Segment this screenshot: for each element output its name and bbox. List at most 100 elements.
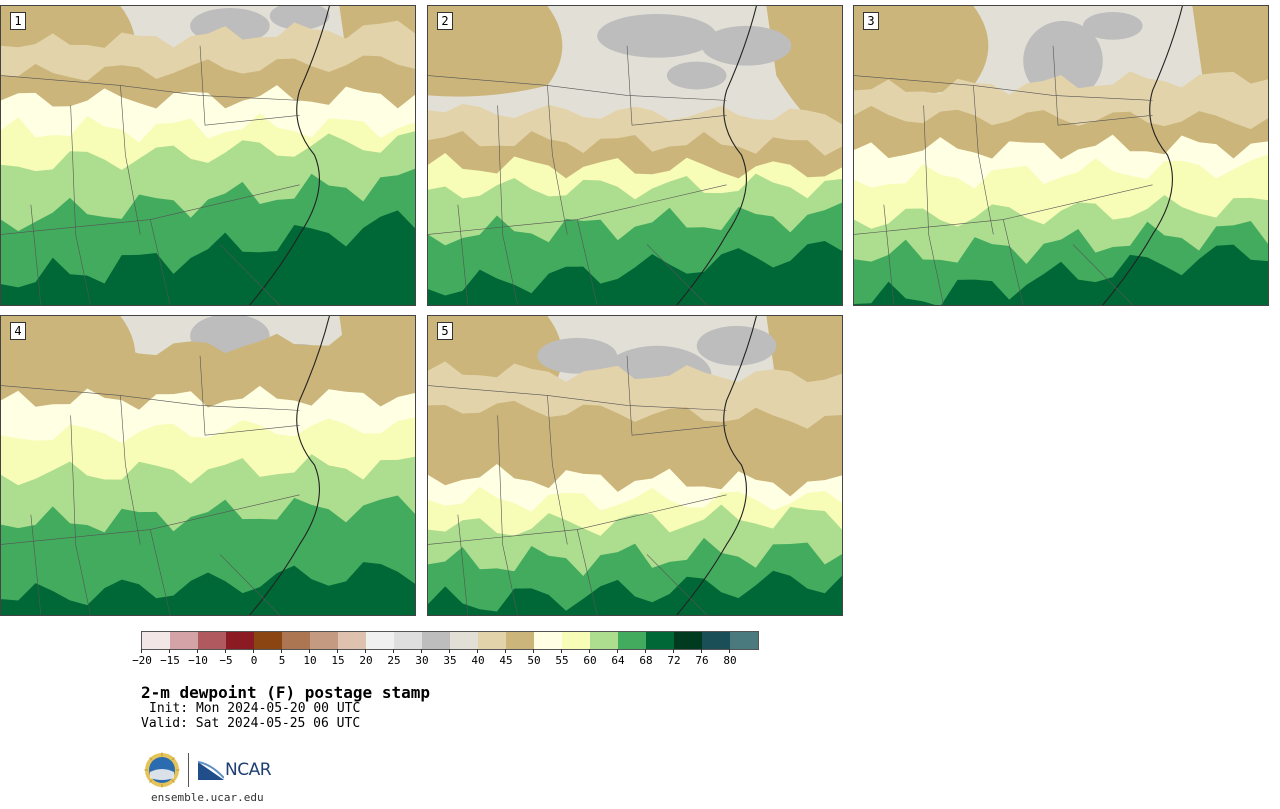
dewpoint-field [428, 570, 842, 615]
dewpoint-field [597, 13, 717, 58]
dewpoint-map-1 [1, 6, 415, 305]
panel-number-1: 1 [10, 12, 26, 30]
state-boundary [457, 204, 469, 305]
colorbar-swatch [366, 632, 394, 649]
colorbar-swatch [618, 632, 646, 649]
state-boundary [626, 45, 727, 126]
colorbar-tick-label: 80 [723, 654, 737, 667]
colorbar-swatch [142, 632, 170, 649]
colorbar-tick-label: −20 [132, 654, 152, 667]
colorbar-tick-label: 35 [443, 654, 457, 667]
state-boundary [120, 85, 141, 235]
colorbar-swatch [562, 632, 590, 649]
state-boundary [1002, 219, 1024, 305]
colorbar-tick [449, 649, 450, 653]
colorbar-tick [141, 649, 142, 653]
colorbar-swatch [422, 632, 450, 649]
colorbar-swatch [646, 632, 674, 649]
colorbar-swatch [534, 632, 562, 649]
colorbar-swatch [506, 632, 534, 649]
map-panel-4: 4 [0, 315, 416, 616]
colorbar-swatch [702, 632, 730, 649]
colorbar-tick [309, 649, 310, 653]
colorbar-tick-label: 68 [639, 654, 653, 667]
state-boundary [1, 385, 300, 411]
colorbar-tick [533, 649, 534, 653]
state-boundary [149, 219, 171, 305]
state-boundary [120, 395, 141, 545]
dewpoint-map-3 [854, 6, 1268, 305]
coastline [676, 6, 757, 305]
state-boundary [1, 75, 300, 101]
colorbar-tick [281, 649, 282, 653]
state-boundary [646, 554, 707, 615]
state-boundary [1, 494, 300, 545]
map-panel-5: 5 [427, 315, 843, 616]
map-panel-3: 3 [853, 5, 1269, 306]
state-boundary [547, 85, 568, 235]
colorbar-swatch [730, 632, 758, 649]
state-boundary [497, 415, 518, 615]
state-boundary [626, 355, 727, 436]
state-boundary [30, 204, 42, 305]
colorbar-swatch [198, 632, 226, 649]
colorbar-tick [701, 649, 702, 653]
state-boundary [149, 529, 171, 615]
dewpoint-field [428, 6, 563, 97]
colorbar-swatch [170, 632, 198, 649]
colorbar-tick-label: 15 [331, 654, 345, 667]
dewpoint-field [269, 6, 330, 30]
colorbar-tick [337, 649, 338, 653]
map-panel-1: 1 [0, 5, 416, 306]
colorbar-tick [421, 649, 422, 653]
state-boundary [428, 75, 727, 101]
state-boundary [219, 244, 280, 305]
dewpoint-map-4 [1, 316, 415, 615]
dewpoint-map-2 [428, 6, 842, 305]
state-boundary [428, 494, 727, 545]
colorbar-tick [645, 649, 646, 653]
colorbar-swatch [674, 632, 702, 649]
panel-number-5: 5 [437, 322, 453, 340]
colorbar [141, 631, 759, 650]
colorbar-tick [673, 649, 674, 653]
state-boundary [199, 45, 300, 126]
state-boundary [70, 105, 91, 305]
coastline [249, 6, 330, 305]
state-boundary [923, 105, 944, 305]
colorbar-tick-label: 50 [527, 654, 541, 667]
dewpoint-field [1023, 20, 1103, 101]
state-boundary [199, 355, 300, 436]
state-boundary [547, 395, 568, 545]
colorbar-tick [225, 649, 226, 653]
state-boundary [30, 514, 42, 615]
colorbar-swatch [590, 632, 618, 649]
state-boundary [457, 514, 469, 615]
dewpoint-field [854, 244, 1268, 305]
colorbar-tick-label: 10 [303, 654, 317, 667]
colorbar-ticks: −20 −15 −10 −5 0 5 10 15 20 25 30 35 40 45 50 55 60 64 68 7… [132, 649, 781, 669]
logo-divider [188, 753, 189, 787]
colorbar-tick [477, 649, 478, 653]
state-boundary [854, 75, 1153, 101]
state-boundary [70, 415, 91, 615]
site-url: ensemble.ucar.edu [151, 791, 264, 804]
coastline [1102, 6, 1183, 305]
dewpoint-field [537, 337, 618, 374]
dewpoint-field [854, 6, 989, 97]
colorbar-tick-label: 5 [278, 654, 286, 667]
init-time: Init: Mon 2024-05-20 00 UTC [149, 701, 361, 716]
state-boundary [1072, 244, 1133, 305]
colorbar-tick-label: 60 [583, 654, 597, 667]
colorbar-tick-label: 0 [250, 654, 258, 667]
colorbar-tick [197, 649, 198, 653]
colorbar-tick [393, 649, 394, 653]
colorbar-tick-label: 45 [499, 654, 513, 667]
colorbar-swatch [450, 632, 478, 649]
colorbar-tick-label: 30 [415, 654, 429, 667]
colorbar-tick-label: −5 [219, 654, 233, 667]
logo-strip: nsf-logo NCAR [144, 750, 272, 790]
state-boundary [646, 244, 707, 305]
dewpoint-field [701, 25, 792, 66]
colorbar-tick [365, 649, 366, 653]
